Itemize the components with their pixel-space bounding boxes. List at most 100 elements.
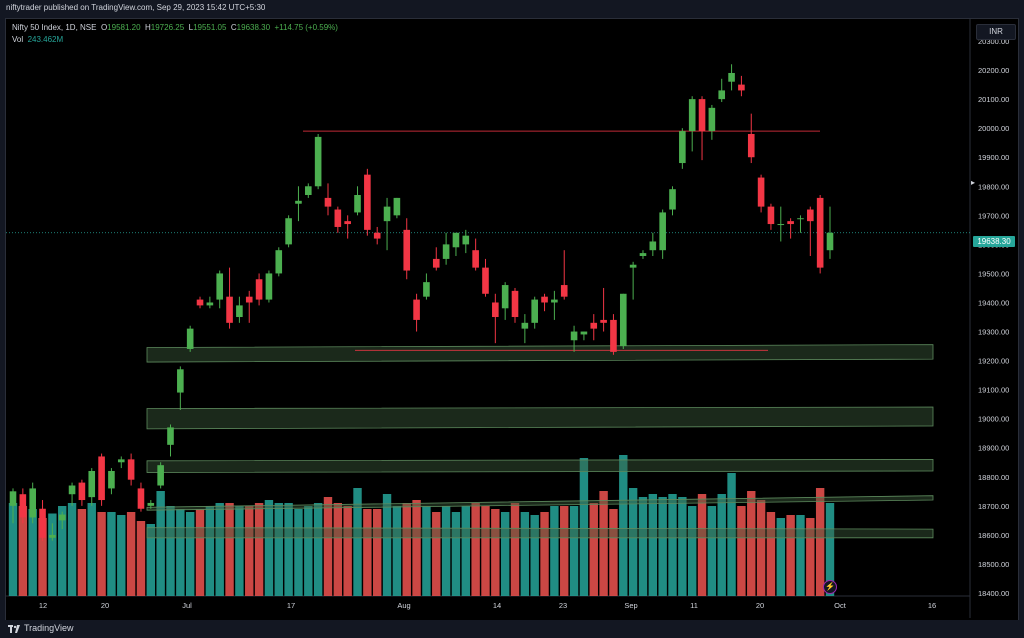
volume-bar: [195, 509, 205, 596]
candle-body: [718, 90, 726, 100]
x-tick-label: 20: [756, 601, 764, 610]
scale-arrow-icon[interactable]: ▸: [971, 178, 976, 187]
candle-body: [58, 514, 66, 521]
candle-body: [511, 290, 519, 318]
candle-body: [679, 131, 686, 164]
volume-bar: [441, 506, 451, 596]
volume-bar: [668, 494, 677, 596]
candle-body: [462, 235, 470, 245]
volume-bar: [323, 497, 333, 596]
candle-body: [669, 189, 676, 210]
low-value: 19551.05: [193, 23, 227, 32]
volume-bar: [550, 506, 559, 596]
close-value: 19638.30: [236, 23, 271, 32]
volume-bar: [717, 494, 726, 596]
currency-button[interactable]: INR: [976, 24, 1016, 40]
volume-bar: [638, 497, 648, 596]
volume-bar: [353, 488, 362, 596]
candle-body: [551, 299, 558, 303]
candle-body: [629, 264, 637, 268]
volume-bar: [156, 491, 165, 596]
candle-body: [98, 456, 105, 501]
candle-body: [324, 197, 332, 207]
candle-body: [127, 459, 135, 480]
volume-bar: [313, 503, 323, 596]
candle-body: [659, 212, 666, 251]
x-tick-label: 14: [493, 601, 501, 610]
volume-bar: [146, 524, 156, 596]
volume-bar: [333, 503, 343, 596]
candle-body: [186, 328, 194, 349]
volume-bar: [392, 506, 402, 596]
high-label: H: [145, 23, 151, 32]
candle-body: [177, 369, 184, 393]
flash-icon[interactable]: ⚡: [823, 580, 837, 594]
x-tick-label: 12: [39, 601, 47, 610]
candle-body: [393, 197, 401, 216]
close-label: C: [230, 23, 237, 32]
candle-body: [117, 459, 125, 463]
volume-bar: [48, 513, 57, 596]
volume-bar: [126, 512, 136, 596]
symbol-label: Nifty 50 Index, 1D, NSE: [12, 23, 97, 32]
open-label: O: [100, 23, 108, 32]
candle-body: [285, 218, 292, 245]
volume-bar: [530, 515, 539, 596]
y-tick-label: 19800.00: [978, 182, 1009, 191]
candle-body: [688, 99, 696, 132]
volume-bar: [254, 503, 264, 596]
candle-body: [442, 244, 450, 259]
candle-body: [541, 296, 548, 303]
volume-legend: Vol 243.462M: [12, 35, 63, 44]
volume-bar: [599, 491, 608, 596]
x-tick-label: Jul: [182, 601, 192, 610]
tradingview-logo-icon: [8, 625, 20, 633]
support-zone: [146, 406, 934, 430]
y-tick-label: 20300.00: [978, 37, 1009, 46]
candle-body: [649, 241, 657, 251]
candle-body: [314, 136, 322, 187]
volume-bar: [18, 506, 28, 596]
y-tick-label: 19000.00: [978, 415, 1009, 424]
volume-bar: [363, 509, 372, 596]
volume-bar: [166, 506, 175, 596]
candle-body: [787, 221, 794, 225]
y-tick-label: 18900.00: [978, 444, 1009, 453]
candle-body: [767, 206, 775, 225]
candle-body: [747, 133, 755, 158]
candle-body: [570, 331, 578, 341]
y-tick-label: 18800.00: [978, 473, 1009, 482]
candle-body: [482, 267, 489, 294]
volume-bar: [225, 503, 234, 596]
candle-body: [295, 200, 302, 204]
y-tick-label: 19200.00: [978, 357, 1009, 366]
volume-bar: [205, 506, 215, 596]
volume-bar: [687, 506, 697, 596]
candle-body: [777, 224, 785, 226]
volume-bar: [727, 473, 736, 596]
volume-bar: [697, 494, 707, 596]
candle-body: [147, 502, 155, 506]
candle-body: [403, 229, 411, 271]
y-tick-label: 19500.00: [978, 269, 1009, 278]
candle-body: [639, 253, 647, 257]
volume-bar: [274, 503, 283, 596]
candle-body: [531, 299, 538, 323]
volume-bar: [461, 506, 470, 596]
candle-body: [88, 470, 96, 498]
volume-bar: [500, 512, 510, 596]
x-tick-label: 20: [101, 601, 109, 610]
volume-bar: [176, 509, 185, 596]
candle-body: [807, 209, 814, 222]
candle-body: [255, 279, 263, 300]
candle-body: [423, 282, 430, 297]
volume-bar: [58, 506, 67, 596]
volume-bar: [560, 506, 569, 596]
volume-bar: [796, 515, 805, 596]
volume-bar: [97, 512, 106, 596]
high-value: 19726.25: [150, 23, 185, 32]
volume-bar: [619, 455, 628, 596]
publisher-text: niftytrader published on TradingView.com…: [6, 3, 266, 12]
ohlc-legend: Nifty 50 Index, 1D, NSE O19581.20 H19726…: [12, 23, 338, 32]
